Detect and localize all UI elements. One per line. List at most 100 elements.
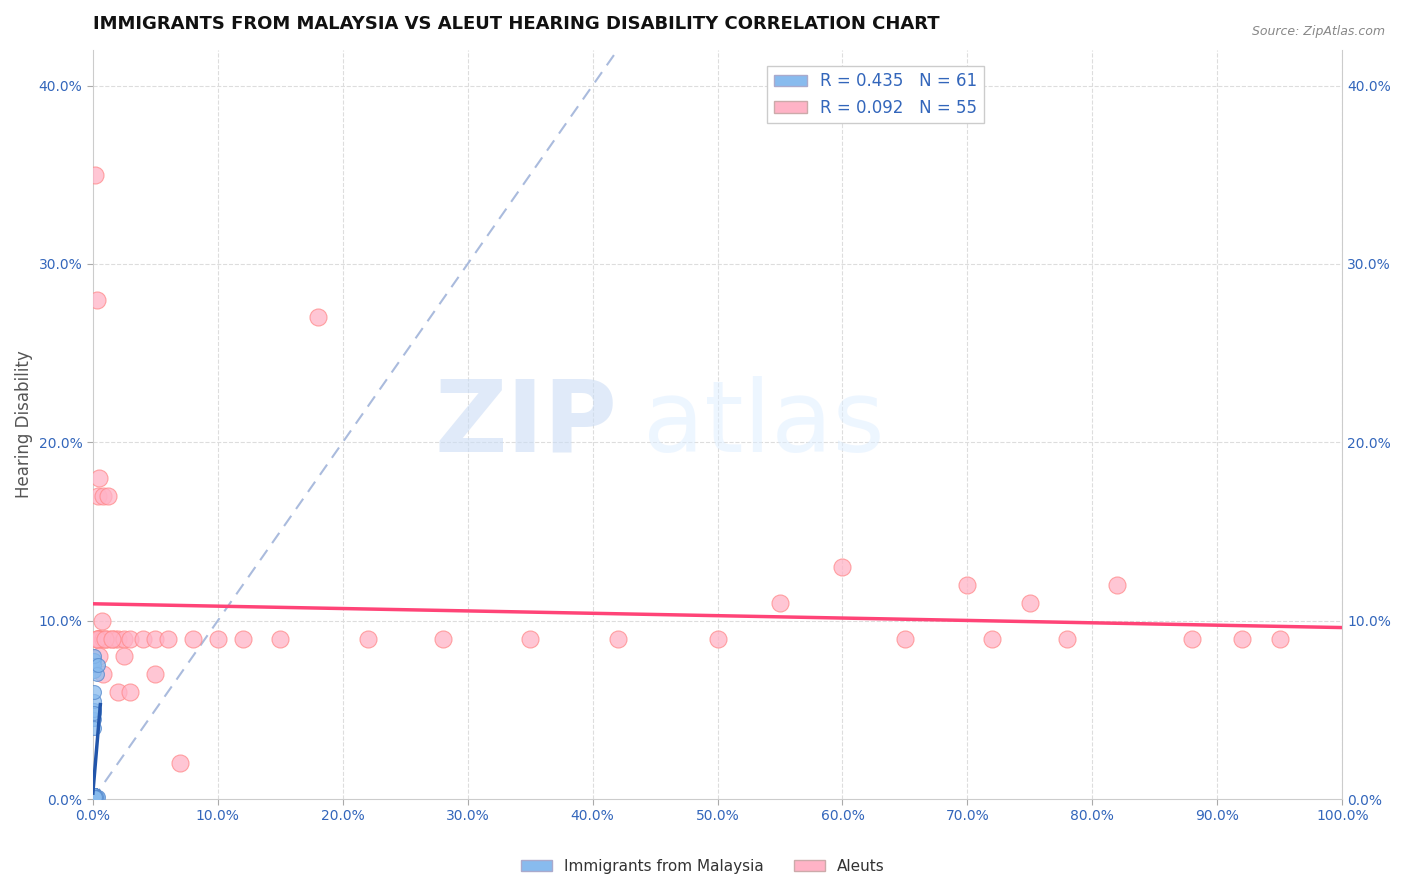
Point <box>1056 632 1078 646</box>
Point <box>1181 632 1204 646</box>
Point <box>769 596 792 610</box>
Point <box>83 789 105 803</box>
Point <box>606 632 628 646</box>
Text: Source: ZipAtlas.com: Source: ZipAtlas.com <box>1251 25 1385 38</box>
Point <box>86 790 108 805</box>
Point <box>83 789 105 803</box>
Point <box>83 790 105 805</box>
Point <box>87 658 110 673</box>
Point <box>1107 578 1129 592</box>
Point <box>83 653 105 667</box>
Point <box>87 632 110 646</box>
Point <box>86 632 108 646</box>
Point <box>83 790 105 805</box>
Point <box>107 632 129 646</box>
Point <box>87 632 110 646</box>
Point <box>83 790 105 805</box>
Point <box>83 790 105 805</box>
Point <box>83 790 105 805</box>
Point <box>120 685 142 699</box>
Point <box>86 632 108 646</box>
Point <box>83 790 105 805</box>
Point <box>83 790 105 805</box>
Point <box>112 632 135 646</box>
Point <box>83 703 105 717</box>
Point <box>83 790 105 805</box>
Point <box>100 632 122 646</box>
Point <box>1232 632 1254 646</box>
Point <box>83 790 105 805</box>
Point <box>83 694 105 708</box>
Point <box>357 632 380 646</box>
Point <box>269 632 291 646</box>
Point <box>83 790 105 805</box>
Point <box>83 790 105 805</box>
Point <box>97 489 120 503</box>
Point <box>87 649 110 664</box>
Point <box>83 790 105 805</box>
Point <box>83 789 105 803</box>
Point <box>831 560 853 574</box>
Point <box>86 293 108 307</box>
Point <box>83 685 105 699</box>
Point <box>97 632 120 646</box>
Text: ZIP: ZIP <box>434 376 617 473</box>
Point <box>83 790 105 805</box>
Point <box>232 632 254 646</box>
Point <box>107 685 129 699</box>
Point <box>83 789 105 803</box>
Point <box>83 712 105 726</box>
Point <box>83 789 105 803</box>
Point <box>83 789 105 803</box>
Point <box>132 632 155 646</box>
Text: atlas: atlas <box>643 376 884 473</box>
Point <box>207 632 229 646</box>
Point <box>94 632 117 646</box>
Point <box>83 790 105 805</box>
Point <box>83 790 105 805</box>
Point <box>519 632 541 646</box>
Point <box>83 790 105 805</box>
Point <box>91 489 114 503</box>
Point <box>87 471 110 485</box>
Point <box>169 756 191 771</box>
Point <box>83 664 105 678</box>
Point <box>83 790 105 805</box>
Point <box>86 790 108 805</box>
Point <box>100 632 122 646</box>
Point <box>181 632 204 646</box>
Point <box>83 649 105 664</box>
Point <box>84 790 107 805</box>
Point <box>83 790 105 805</box>
Point <box>83 790 105 805</box>
Point <box>981 632 1004 646</box>
Point <box>83 790 105 805</box>
Point <box>83 790 105 805</box>
Point <box>91 667 114 681</box>
Point <box>83 790 105 805</box>
Point <box>1019 596 1042 610</box>
Point <box>86 667 108 681</box>
Point <box>83 658 105 673</box>
Point <box>83 789 105 803</box>
Point <box>89 632 111 646</box>
Point <box>143 632 166 646</box>
Point <box>83 789 105 803</box>
Point <box>83 790 105 805</box>
Point <box>83 789 105 803</box>
Point <box>94 632 117 646</box>
Point <box>84 168 107 182</box>
Point <box>83 789 105 803</box>
Point <box>83 790 105 805</box>
Point <box>83 790 105 805</box>
Point <box>307 310 329 325</box>
Point <box>894 632 917 646</box>
Point <box>104 632 127 646</box>
Legend: Immigrants from Malaysia, Aleuts: Immigrants from Malaysia, Aleuts <box>515 853 891 880</box>
Point <box>83 789 105 803</box>
Point <box>91 632 114 646</box>
Point <box>956 578 979 592</box>
Point <box>83 789 105 803</box>
Point <box>83 790 105 805</box>
Point <box>143 667 166 681</box>
